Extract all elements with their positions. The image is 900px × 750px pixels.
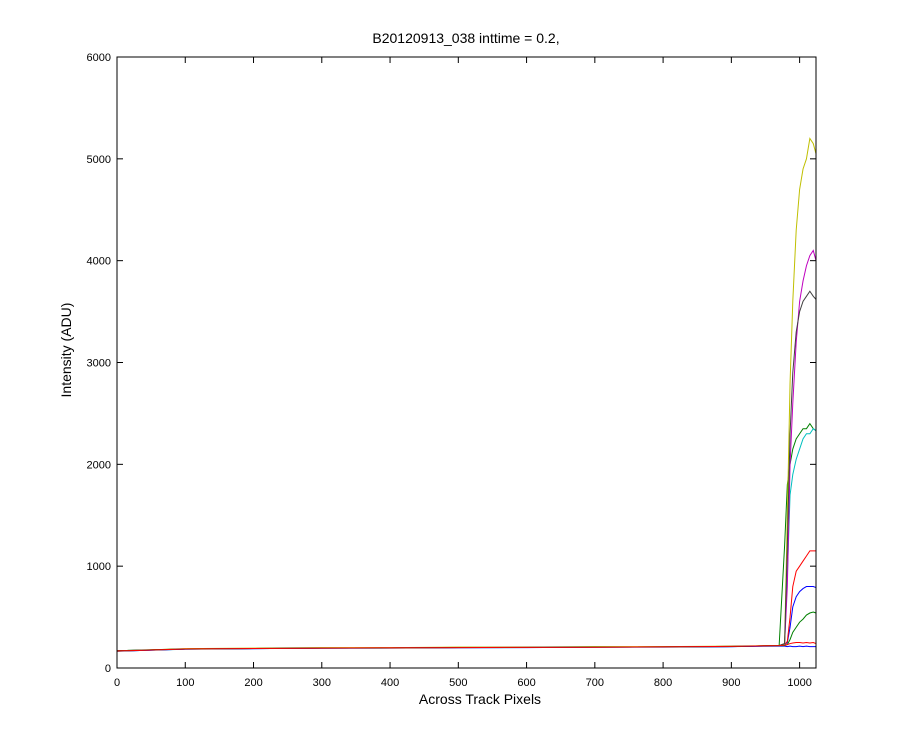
data-line [116,642,817,652]
y-tick-label: 4000 [87,256,111,268]
y-tick-label: 6000 [87,52,111,64]
x-tick-label: 200 [244,677,262,689]
x-tick-label: 300 [313,677,331,689]
x-tick-label: 600 [517,677,535,689]
x-tick-label: 700 [586,677,604,689]
x-axis-label: Across Track Pixels [419,691,541,707]
y-tick-label: 0 [105,663,111,675]
y-tick-label: 5000 [87,154,111,166]
y-tick-label: 3000 [87,358,111,370]
x-tick-label: 500 [449,677,467,689]
x-tick-label: 800 [654,677,672,689]
y-axis-label: Intensity (ADU) [58,303,74,398]
x-tick-label: 1000 [787,677,811,689]
y-tick-label: 1000 [87,561,111,573]
x-tick-label: 900 [722,677,740,689]
y-tick-label: 2000 [87,459,111,471]
x-tick-label: 0 [114,677,120,689]
x-tick-label: 400 [381,677,399,689]
x-tick-label: 100 [176,677,194,689]
chart-title: B20120913_038 inttime = 0.2, [372,30,559,46]
plot-area [117,57,816,668]
